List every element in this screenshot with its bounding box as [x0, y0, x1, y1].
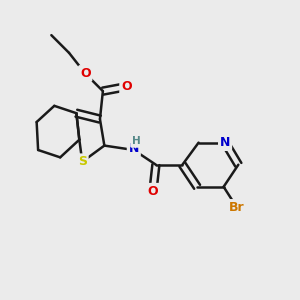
Text: N: N: [220, 136, 230, 149]
Text: N: N: [129, 142, 139, 155]
Text: S: S: [78, 155, 87, 168]
Text: O: O: [148, 185, 158, 198]
Text: Br: Br: [229, 201, 245, 214]
Text: H: H: [132, 136, 140, 146]
Text: O: O: [80, 67, 91, 80]
Text: O: O: [121, 80, 132, 93]
